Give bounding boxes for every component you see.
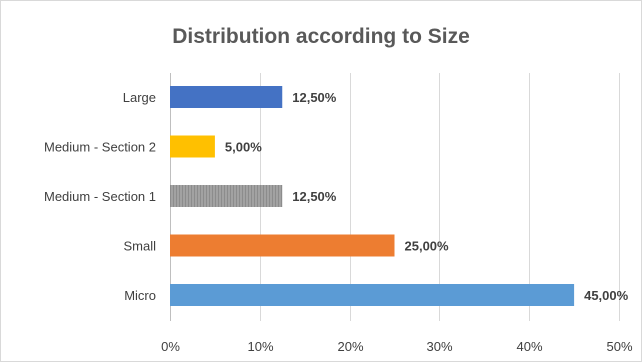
x-tick-label: 10% bbox=[247, 339, 273, 354]
x-tick-label: 30% bbox=[426, 339, 452, 354]
data-label: 25,00% bbox=[405, 239, 450, 254]
bar-large bbox=[170, 86, 283, 108]
bar-medium-section-1 bbox=[170, 185, 283, 207]
category-label: Medium - Section 1 bbox=[44, 189, 156, 204]
bar-medium-section-2 bbox=[170, 135, 215, 158]
x-tick-label: 50% bbox=[606, 339, 632, 354]
data-label: 12,50% bbox=[292, 90, 337, 105]
x-tick-label: 0% bbox=[161, 339, 180, 354]
category-label: Medium - Section 2 bbox=[44, 140, 156, 155]
x-tick-label: 40% bbox=[516, 339, 542, 354]
category-label: Small bbox=[123, 239, 156, 254]
bar-micro bbox=[170, 284, 575, 306]
labels: 0% 10% 20% 30% 40% 50% Large 12,50% Medium - Sec… bbox=[44, 90, 633, 354]
data-label: 5,00% bbox=[225, 140, 262, 155]
bar-small bbox=[170, 234, 395, 257]
bars bbox=[170, 86, 575, 306]
x-tick-label: 20% bbox=[337, 339, 363, 354]
data-label: 45,00% bbox=[584, 288, 629, 303]
category-label: Large bbox=[123, 90, 156, 105]
data-label: 12,50% bbox=[292, 189, 337, 204]
chart-title: Distribution according to Size bbox=[172, 25, 470, 48]
category-label: Micro bbox=[124, 288, 156, 303]
